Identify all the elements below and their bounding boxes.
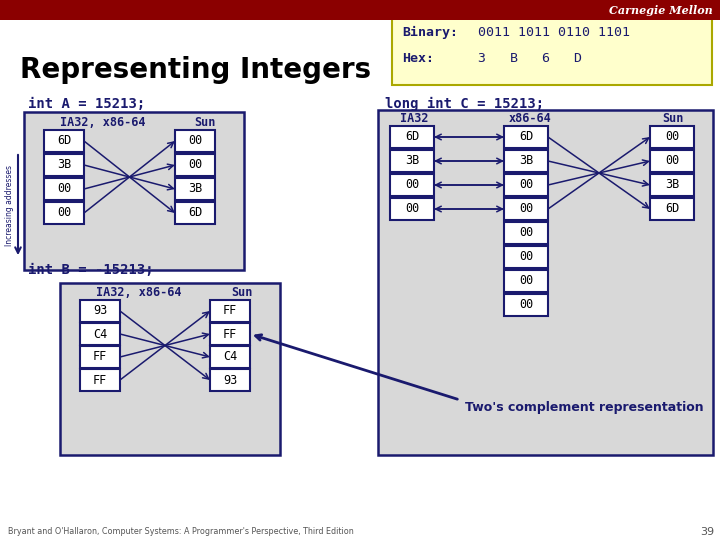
Bar [504,174,548,196]
Text: 0011 1011 0110 1101: 0011 1011 0110 1101 [478,25,630,38]
Text: 00: 00 [519,274,533,287]
Text: FF: FF [223,327,237,341]
Bar [44,178,84,200]
Bar [390,174,434,196]
Text: IA32, x86-64: IA32, x86-64 [96,287,181,300]
Bar [44,202,84,224]
Text: FF: FF [93,350,107,363]
Bar [504,246,548,268]
Bar [80,323,120,345]
Bar [650,126,694,148]
Text: 3B: 3B [57,159,71,172]
Text: Sun: Sun [194,117,216,130]
Text: int A = 15213;: int A = 15213; [28,97,145,111]
Text: 00: 00 [665,131,679,144]
Bar [210,300,250,322]
Text: 6D: 6D [405,131,419,144]
Text: Bryant and O'Hallaron, Computer Systems: A Programmer's Perspective, Third Editi: Bryant and O'Hallaron, Computer Systems:… [8,528,354,537]
Text: 00: 00 [188,134,202,147]
Text: 00: 00 [519,226,533,240]
Text: 3B: 3B [519,154,533,167]
Text: 6D: 6D [188,206,202,219]
Text: Carnegie Mellon: Carnegie Mellon [609,4,713,16]
Bar [504,270,548,292]
Bar [175,202,215,224]
Bar [504,294,548,316]
Bar [650,198,694,220]
Bar [60,283,280,455]
Bar [80,369,120,391]
Bar [392,0,712,85]
Text: Two's complement representation: Two's complement representation [465,401,703,414]
Text: Binary:: Binary: [402,25,458,38]
Bar [504,126,548,148]
Text: int B = -15213;: int B = -15213; [28,263,153,277]
Text: 00: 00 [57,206,71,219]
Text: C4: C4 [93,327,107,341]
Text: 3B: 3B [405,154,419,167]
Text: 6D: 6D [57,134,71,147]
Bar [80,346,120,368]
Bar [175,178,215,200]
Text: 00: 00 [57,183,71,195]
Text: 00: 00 [405,179,419,192]
Bar [24,112,244,270]
Text: IA32: IA32 [400,111,428,125]
Bar [390,198,434,220]
Text: 6D: 6D [519,131,533,144]
Text: 6D: 6D [665,202,679,215]
Text: Sun: Sun [662,111,684,125]
Text: C4: C4 [223,350,237,363]
Text: x86-64: x86-64 [508,111,552,125]
Text: 3B: 3B [665,179,679,192]
Bar [175,130,215,152]
Text: 00: 00 [188,159,202,172]
Text: 00: 00 [519,299,533,312]
Text: Sun: Sun [231,287,253,300]
Text: 00: 00 [665,154,679,167]
Text: Representing Integers: Representing Integers [20,56,371,84]
Text: 00: 00 [519,179,533,192]
Text: 00: 00 [519,202,533,215]
Bar [44,130,84,152]
Text: Decimal:: Decimal: [402,1,466,14]
Bar [390,126,434,148]
Text: 15213: 15213 [478,1,518,14]
Bar [44,154,84,176]
Text: 00: 00 [405,202,419,215]
Text: long int C = 15213;: long int C = 15213; [385,97,544,111]
Text: 3   B   6   D: 3 B 6 D [478,52,582,65]
Bar [80,300,120,322]
Text: IA32, x86-64: IA32, x86-64 [60,117,145,130]
Bar [650,174,694,196]
Bar [650,150,694,172]
Text: 93: 93 [223,374,237,387]
Text: FF: FF [93,374,107,387]
Bar [210,369,250,391]
Text: Hex:: Hex: [402,52,434,65]
Text: Increasing addresses: Increasing addresses [6,165,14,246]
Bar [390,150,434,172]
Bar [0,0,720,20]
Bar [175,154,215,176]
Text: FF: FF [223,305,237,318]
Bar [210,346,250,368]
Text: 3B: 3B [188,183,202,195]
Bar [378,110,713,455]
Bar [504,222,548,244]
Text: 93: 93 [93,305,107,318]
Bar [504,198,548,220]
Text: 00: 00 [519,251,533,264]
Bar [210,323,250,345]
Bar [504,150,548,172]
Text: 39: 39 [700,527,714,537]
